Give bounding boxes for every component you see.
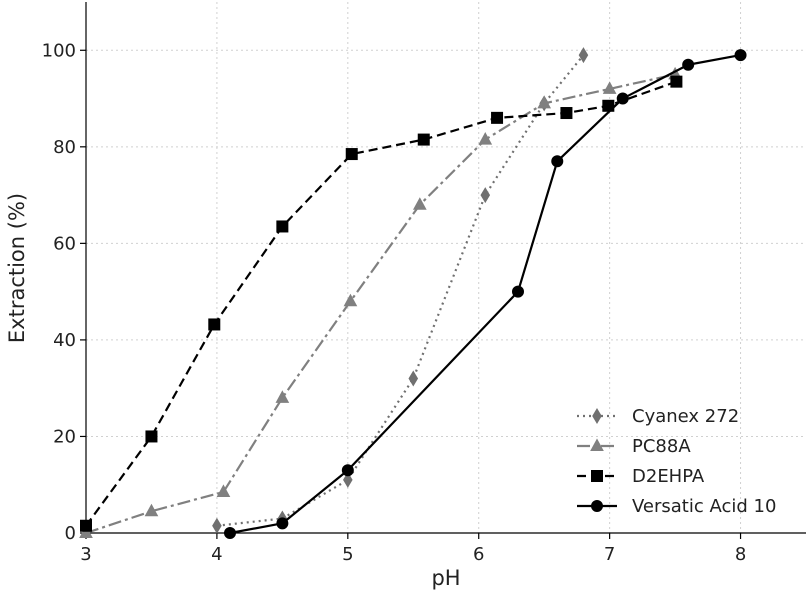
x-tick-label: 7 [604,544,615,565]
data-point-versatic-acid-10 [224,527,236,539]
legend-label: PC88A [632,436,691,457]
legend-label: Cyanex 272 [632,406,739,427]
x-tick-label: 5 [342,544,353,565]
x-tick-label: 8 [735,544,746,565]
legend-item-cyanex-272: Cyanex 272 [577,406,739,427]
series-versatic-acid-10 [224,49,747,539]
legend-marker [590,438,604,451]
data-point-pc88a [79,525,93,538]
series-cyanex-272 [212,47,589,534]
data-point-d2ehpa [276,220,289,233]
legend-item-versatic-acid-10: Versatic Acid 10 [577,496,776,517]
data-point-pc88a [275,390,290,403]
series-line-cyanex-272 [216,54,585,527]
y-tick-label: 100 [42,40,76,61]
x-tick-label: 4 [211,544,222,565]
data-point-d2ehpa [345,148,358,161]
series-d2ehpa [80,75,683,532]
data-point-cyanex-272 [480,187,491,204]
data-point-d2ehpa [208,318,221,331]
legend-marker [592,408,602,424]
legend-marker [591,470,603,482]
data-point-versatic-acid-10 [682,58,695,71]
data-point-versatic-acid-10 [616,92,629,105]
data-point-d2ehpa [670,75,683,88]
legend-label: Versatic Acid 10 [632,496,776,517]
y-tick-label: 60 [53,233,76,254]
x-tick-label: 6 [473,544,484,565]
axes [80,2,806,539]
data-point-pc88a [602,81,617,94]
data-point-d2ehpa [80,519,92,532]
data-point-pc88a [478,132,493,145]
data-point-pc88a [412,197,427,210]
grid [85,2,806,534]
data-point-versatic-acid-10 [551,155,564,168]
legend-item-d2ehpa: D2EHPA [577,466,705,487]
y-tick-label: 20 [53,426,76,447]
x-axis-label: pH [431,566,460,590]
series-layer [79,47,747,539]
data-point-pc88a [343,293,358,307]
data-point-cyanex-272 [408,370,419,387]
data-point-pc88a [537,95,552,109]
legend-item-pc88a: PC88A [577,436,691,457]
data-point-d2ehpa [491,111,504,124]
data-point-versatic-acid-10 [512,285,524,298]
legend: Cyanex 272 PC88A D2EHPA Versatic Acid 10 [577,406,776,517]
data-point-d2ehpa [560,107,573,120]
data-point-cyanex-272 [212,517,222,534]
data-point-d2ehpa [145,430,158,443]
data-point-cyanex-272 [343,471,353,488]
legend-label: D2EHPA [632,466,705,487]
y-tick-label: 40 [53,330,76,351]
data-point-d2ehpa [417,133,430,146]
data-point-pc88a [216,484,231,497]
data-point-cyanex-272 [578,47,589,64]
series-line-d2ehpa [85,80,677,527]
data-point-versatic-acid-10 [276,517,289,530]
data-point-versatic-acid-10 [341,464,354,477]
y-tick-label: 80 [53,137,76,158]
legend-marker [591,500,603,512]
data-point-pc88a [144,503,159,517]
data-point-versatic-acid-10 [734,49,747,62]
series-line-versatic-acid-10 [229,54,741,535]
series-pc88a [79,66,682,538]
series-line-pc88a [85,73,676,535]
y-tick-label: 0 [65,523,76,544]
x-tick-label: 3 [80,544,91,565]
y-axis-label: Extraction (%) [5,193,29,343]
